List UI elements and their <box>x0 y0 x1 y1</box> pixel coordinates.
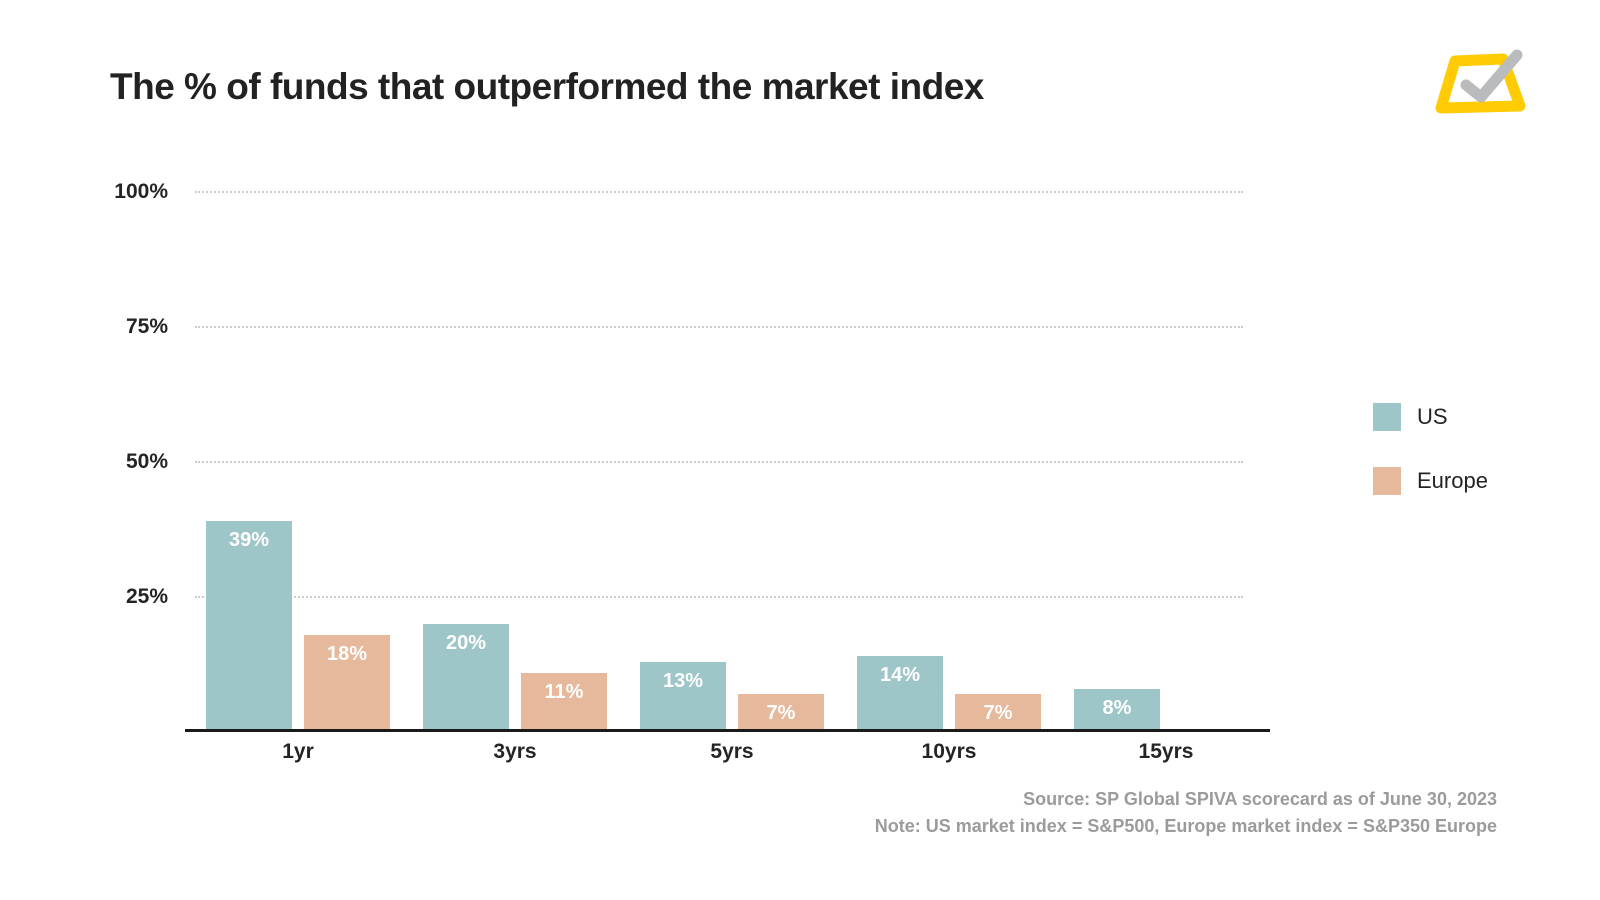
x-axis-category-label: 5yrs <box>710 740 754 763</box>
bar-us-5yrs: 13% <box>640 662 726 732</box>
chart-title: The % of funds that outperformed the mar… <box>110 66 984 107</box>
x-axis-line <box>185 729 1270 732</box>
note-line: Note: US market index = S&P500, Europe m… <box>874 816 1497 836</box>
legend-swatch-europe <box>1373 467 1401 495</box>
bar-us-15yrs: 8% <box>1074 689 1160 732</box>
source-line: Source: SP Global SPIVA scorecard as of … <box>1023 789 1497 809</box>
bar-europe-1yr: 18% <box>304 635 390 732</box>
legend-item-europe: Europe <box>1373 467 1488 495</box>
bar-value-label: 8% <box>1102 697 1132 719</box>
gridline-75% <box>195 326 1243 328</box>
legend-label-europe: Europe <box>1417 468 1488 493</box>
checkbox-logo-icon <box>1435 49 1526 114</box>
bar-value-label: 39% <box>228 529 270 551</box>
bar-us-3yrs: 20% <box>423 624 509 732</box>
source-note: Source: SP Global SPIVA scorecard as of … <box>875 786 1497 840</box>
bar-value-label: 7% <box>983 702 1013 724</box>
bar-value-label: 7% <box>766 702 796 724</box>
bar-value-label: 13% <box>662 670 704 692</box>
legend-item-us: US <box>1373 403 1448 431</box>
legend-swatch-us <box>1373 403 1401 431</box>
y-axis-tick-label: 50% <box>125 450 168 473</box>
x-axis-category-label: 10yrs <box>921 740 977 763</box>
x-axis-category-label: 1yr <box>282 740 314 763</box>
bar-value-label: 20% <box>445 632 487 654</box>
gridline-50% <box>195 461 1243 463</box>
y-axis-tick-label: 25% <box>125 585 168 608</box>
gridline-25% <box>195 596 1243 598</box>
gridline-100% <box>195 191 1243 193</box>
y-axis-tick-label: 75% <box>125 315 168 338</box>
y-axis-tick-label: 100% <box>114 180 168 203</box>
bar-value-label: 11% <box>544 681 584 703</box>
bar-value-label: 18% <box>326 643 368 665</box>
bar-us-1yr: 39% <box>206 521 292 732</box>
bar-europe-5yrs: 7% <box>738 694 824 732</box>
legend-label-us: US <box>1417 404 1448 429</box>
bar-value-label: 14% <box>879 664 921 686</box>
bar-europe-3yrs: 11% <box>521 673 607 732</box>
bar-europe-10yrs: 7% <box>955 694 1041 732</box>
x-axis-category-label: 15yrs <box>1138 740 1194 763</box>
x-axis-category-label: 3yrs <box>493 740 537 763</box>
bar-us-10yrs: 14% <box>857 656 943 732</box>
